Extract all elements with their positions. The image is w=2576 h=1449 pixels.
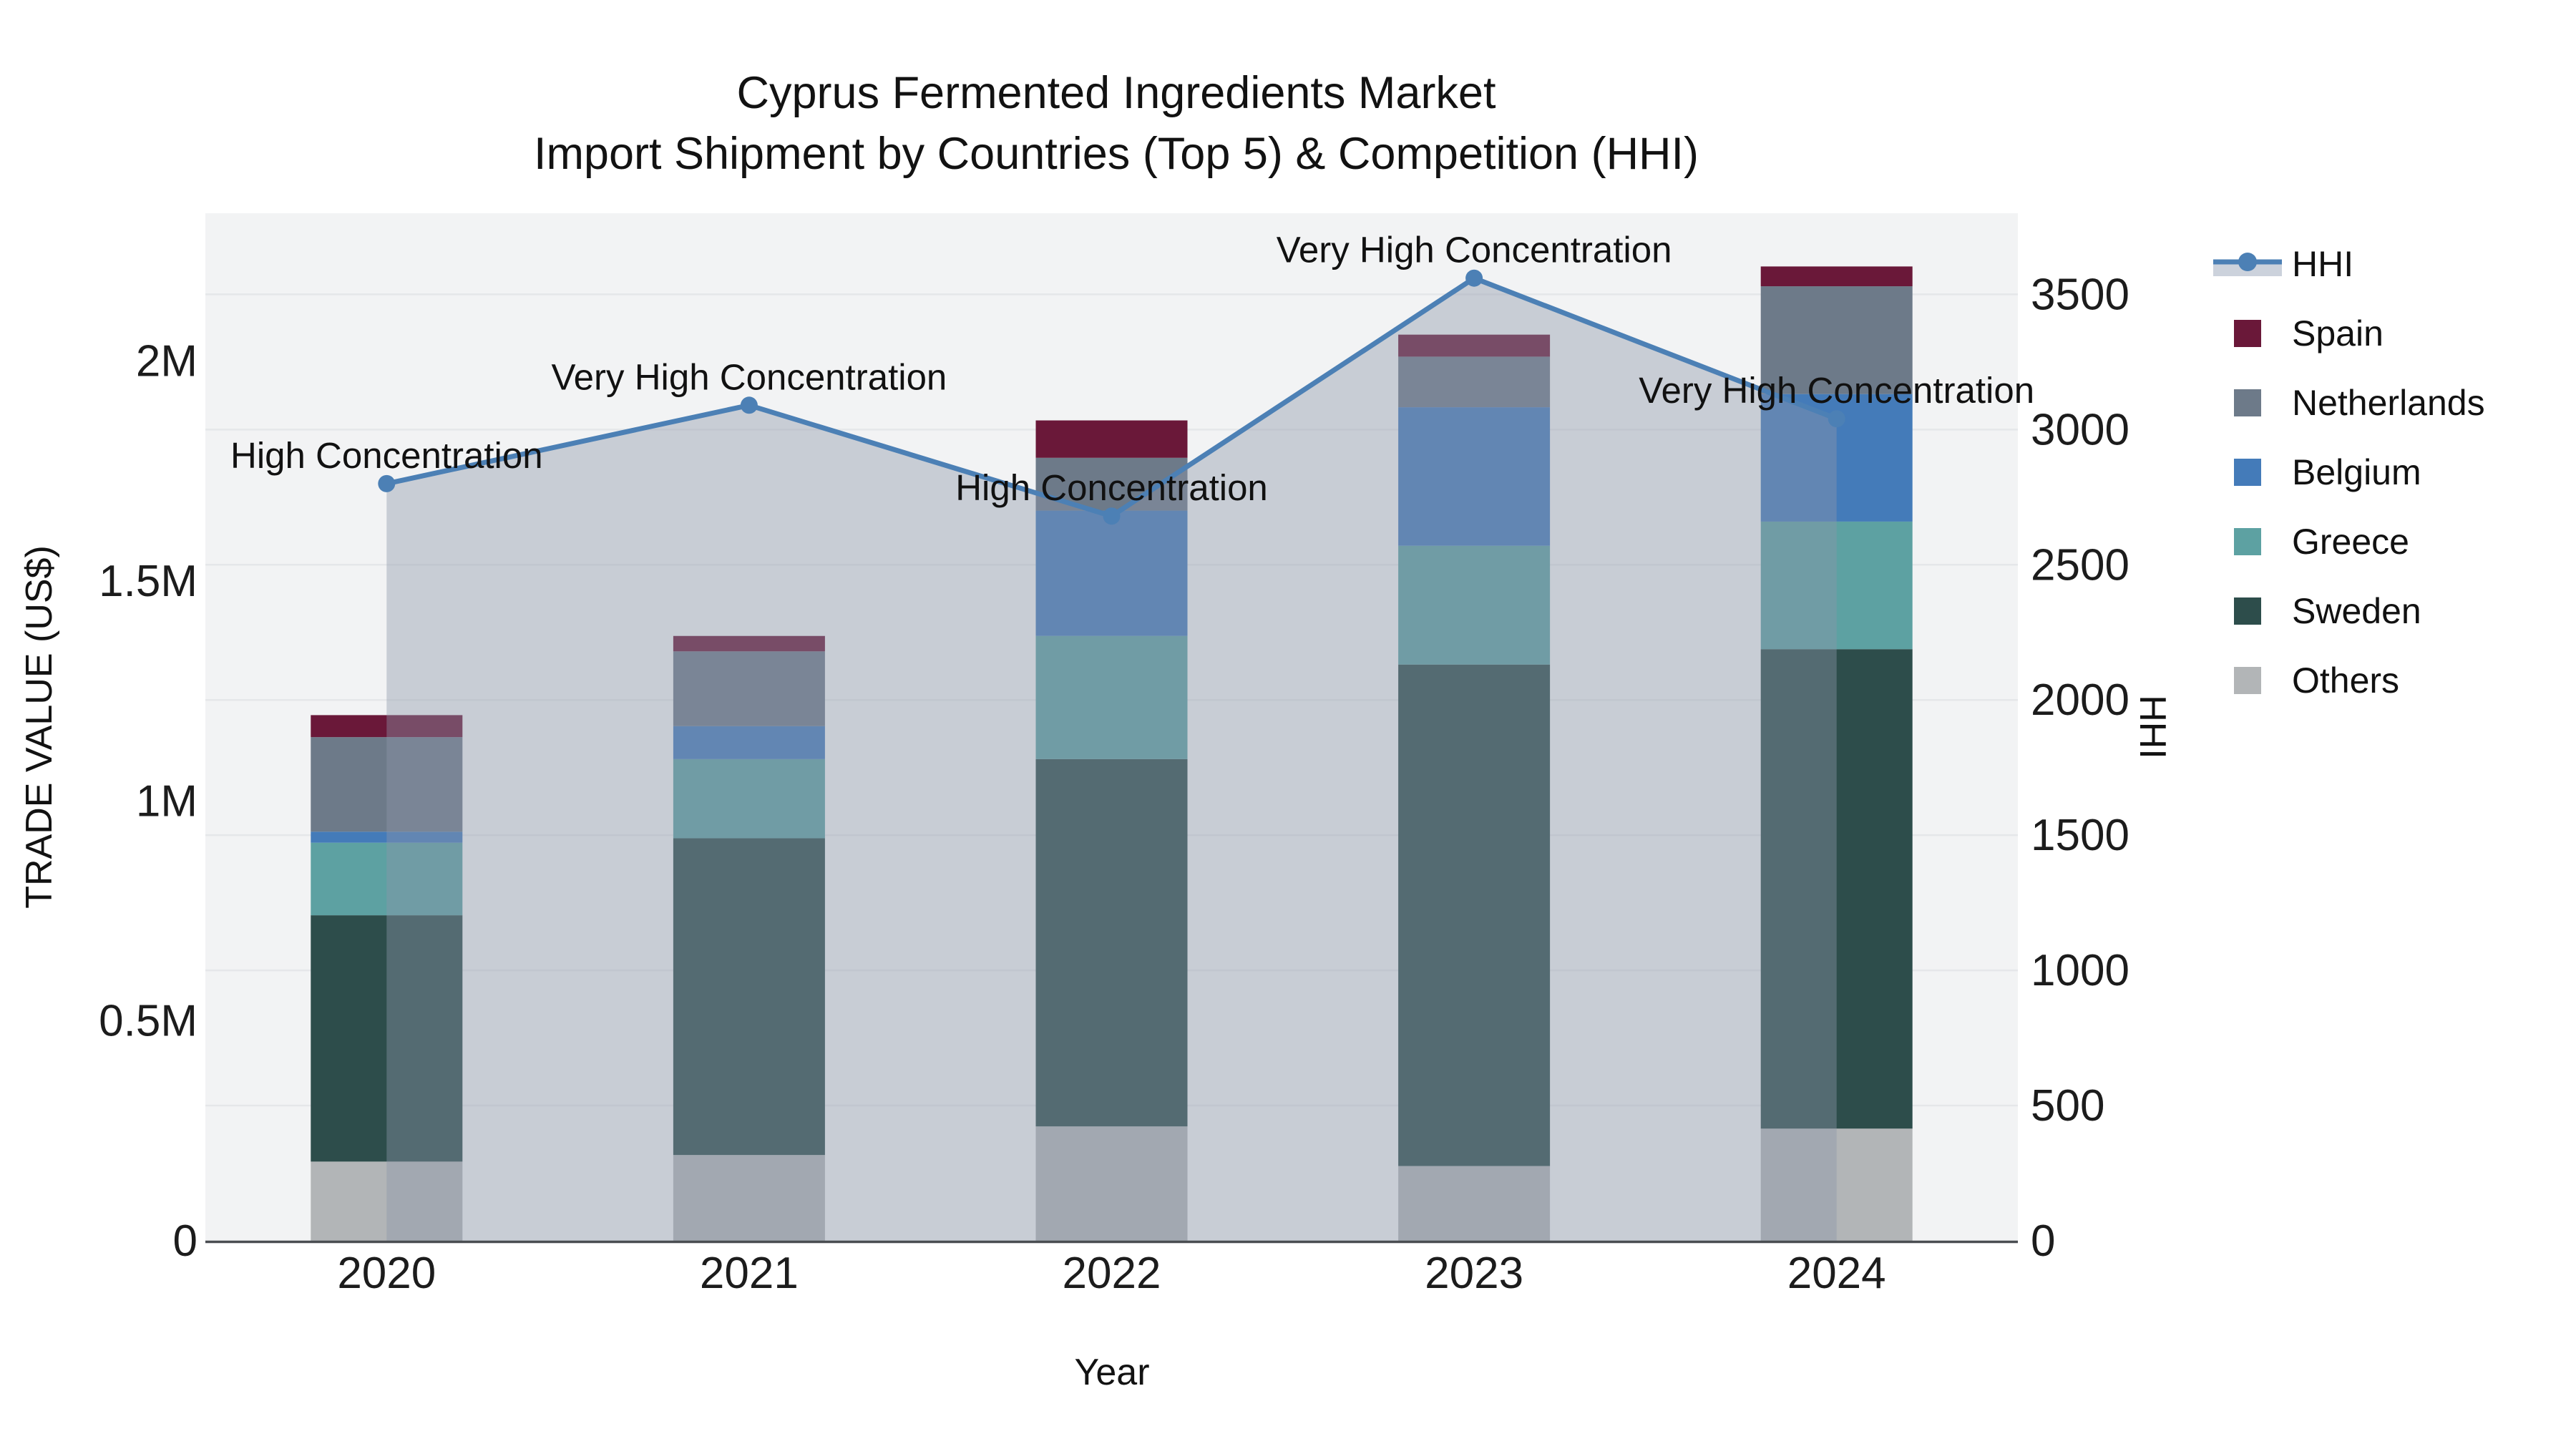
- bar-segment-others-2021[interactable]: [673, 1155, 825, 1241]
- bar-segment-spain-2021[interactable]: [673, 635, 825, 652]
- annotation-2020: High Concentration: [230, 435, 543, 476]
- bar-segment-greece-2020[interactable]: [311, 842, 463, 916]
- y-right-tick: 3000: [2031, 405, 2129, 454]
- spain-swatch-icon: [2234, 319, 2261, 347]
- legend-label: Sweden: [2292, 590, 2421, 631]
- y-right-tick: 3500: [2031, 270, 2129, 319]
- legend-item-hhi[interactable]: HHI: [2207, 229, 2485, 298]
- x-axis-title: Year: [1074, 1352, 1150, 1393]
- bar-segment-netherlands-2024[interactable]: [1760, 286, 1913, 394]
- annotation-2021: Very High Concentration: [551, 356, 947, 397]
- bar-segment-belgium-2020[interactable]: [311, 831, 463, 843]
- legend-item-netherlands[interactable]: Netherlands: [2207, 368, 2485, 437]
- hhi-point-2022[interactable]: [1103, 507, 1121, 525]
- bar-segment-greece-2024[interactable]: [1760, 521, 1913, 650]
- bar-segment-others-2022[interactable]: [1035, 1126, 1188, 1241]
- x-tick-2020: 2020: [337, 1249, 436, 1298]
- chart-title: Cyprus Fermented Ingredients Market Impo…: [534, 63, 1699, 185]
- bar-segment-belgium-2022[interactable]: [1035, 510, 1188, 636]
- chart-title-line2: Import Shipment by Countries (Top 5) & C…: [533, 129, 1699, 179]
- legend-label: Greece: [2292, 521, 2409, 562]
- x-tick-2023: 2023: [1425, 1249, 1523, 1298]
- hhi-point-2020[interactable]: [378, 474, 396, 492]
- annotation-2022: High Concentration: [955, 467, 1268, 508]
- bar-segment-sweden-2023[interactable]: [1398, 664, 1551, 1166]
- netherlands-swatch-icon: [2234, 389, 2261, 416]
- y-right-tick: 2000: [2031, 675, 2129, 725]
- y-right-tick: 1500: [2031, 811, 2129, 860]
- bar-segment-sweden-2021[interactable]: [673, 838, 825, 1156]
- bar-segment-spain-2022[interactable]: [1035, 420, 1188, 458]
- belgium-swatch-icon: [2234, 458, 2261, 486]
- legend-label: Others: [2292, 660, 2400, 701]
- bar-segment-netherlands-2021[interactable]: [673, 651, 825, 726]
- legend-label: Spain: [2292, 313, 2384, 353]
- legend-item-greece[interactable]: Greece: [2207, 507, 2485, 576]
- hhi-point-2021[interactable]: [740, 396, 758, 414]
- hhi-line-swatch-icon: [2207, 248, 2288, 280]
- bar-segment-sweden-2024[interactable]: [1760, 649, 1913, 1129]
- bar-segment-greece-2022[interactable]: [1035, 635, 1188, 759]
- hhi-point-2023[interactable]: [1465, 269, 1483, 287]
- y-left-tick: 1M: [136, 776, 197, 826]
- x-tick-2024: 2024: [1787, 1249, 1886, 1298]
- legend-item-others[interactable]: Others: [2207, 645, 2485, 715]
- y-axis-right-title: HHI: [2132, 695, 2173, 759]
- y-left-tick: 0.5M: [99, 997, 197, 1046]
- legend-label: HHI: [2292, 243, 2354, 284]
- bar-segment-belgium-2021[interactable]: [673, 726, 825, 759]
- legend-item-belgium[interactable]: Belgium: [2207, 437, 2485, 507]
- others-swatch-icon: [2234, 666, 2261, 694]
- bar-segment-spain-2024[interactable]: [1760, 266, 1913, 287]
- legend-item-sweden[interactable]: Sweden: [2207, 576, 2485, 645]
- hhi-area-fill: [386, 278, 1837, 1241]
- legend: HHI Spain Netherlands Belgium Greece Swe…: [2207, 229, 2485, 715]
- bar-segment-netherlands-2020[interactable]: [311, 737, 463, 832]
- y-right-tick: 500: [2031, 1081, 2104, 1131]
- y-right-tick: 0: [2031, 1216, 2055, 1266]
- bar-segment-netherlands-2023[interactable]: [1398, 356, 1551, 408]
- annotation-2023: Very High Concentration: [1277, 230, 1672, 270]
- legend-label: Belgium: [2292, 452, 2421, 492]
- y-left-tick: 2M: [136, 337, 197, 386]
- x-tick-2022: 2022: [1063, 1249, 1161, 1298]
- hhi-point-2024[interactable]: [1828, 410, 1845, 428]
- chart-title-line1: Cyprus Fermented Ingredients Market: [736, 68, 1496, 118]
- bar-segment-others-2020[interactable]: [311, 1161, 463, 1241]
- bar-segment-spain-2023[interactable]: [1398, 334, 1551, 357]
- bar-segment-belgium-2023[interactable]: [1398, 407, 1551, 546]
- sweden-swatch-icon: [2234, 597, 2261, 625]
- greece-swatch-icon: [2234, 527, 2261, 555]
- legend-item-spain[interactable]: Spain: [2207, 298, 2485, 368]
- y-left-tick: 0: [173, 1216, 197, 1266]
- bar-segment-greece-2023[interactable]: [1398, 545, 1551, 665]
- x-tick-2021: 2021: [700, 1249, 799, 1298]
- bar-segment-others-2024[interactable]: [1760, 1128, 1913, 1241]
- bar-segment-sweden-2022[interactable]: [1035, 758, 1188, 1127]
- bar-segment-others-2023[interactable]: [1398, 1166, 1551, 1241]
- bar-segment-sweden-2020[interactable]: [311, 915, 463, 1162]
- y-right-tick: 2500: [2031, 540, 2129, 590]
- bar-segment-greece-2021[interactable]: [673, 758, 825, 839]
- y-left-tick: 1.5M: [99, 557, 197, 606]
- y-right-tick: 1000: [2031, 946, 2129, 995]
- y-axis-left-title: TRADE VALUE (US$): [19, 545, 60, 909]
- bar-segment-spain-2020[interactable]: [311, 715, 463, 738]
- legend-label: Netherlands: [2292, 382, 2485, 423]
- annotation-2024: Very High Concentration: [1639, 370, 2034, 411]
